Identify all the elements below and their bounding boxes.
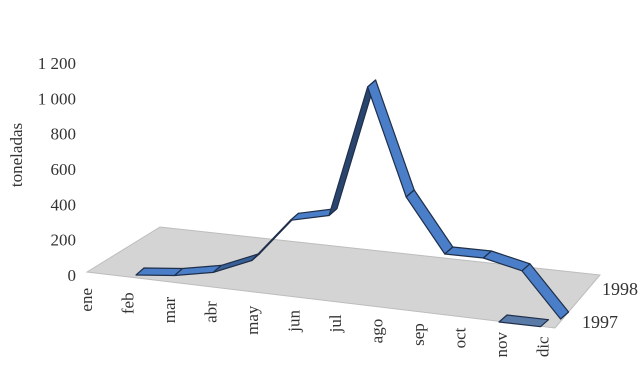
x-tick-label-abr: abr	[202, 301, 221, 323]
y-tick-label: 1 000	[38, 89, 76, 108]
y-tick-label: 1 200	[38, 54, 76, 73]
series-label-1998: 1998	[602, 279, 638, 299]
ribbon-segment	[498, 314, 550, 328]
series-1998-ribbon	[135, 79, 570, 320]
x-tick-label-ene: ene	[77, 288, 96, 312]
y-axis: 0 200 400 600 800 1 000 1 200	[38, 54, 76, 285]
ribbon-segment	[328, 79, 377, 217]
x-tick-label-may: may	[243, 305, 262, 335]
series-label-1997: 1997	[582, 312, 618, 332]
chart-floor	[85, 226, 601, 329]
x-tick-label-dic: dic	[534, 336, 553, 357]
ribbon-segment	[405, 189, 454, 255]
x-tick-label-jul: jul	[326, 314, 345, 333]
y-tick-label: 600	[51, 160, 77, 179]
y-tick-label: 400	[51, 195, 77, 214]
x-tick-label-mar: mar	[160, 296, 179, 323]
y-axis-label: toneladas	[7, 123, 26, 187]
y-tick-label: 0	[68, 266, 77, 285]
x-tick-label-jun: jun	[285, 310, 304, 333]
series-1997-ribbon	[498, 314, 550, 328]
x-tick-label-ago: ago	[368, 319, 387, 344]
x-tick-label-sep: sep	[409, 323, 428, 346]
x-axis: ene feb mar abr may jun jul ago sep oct nov dic	[77, 288, 553, 358]
x-tick-label-nov: nov	[492, 332, 511, 358]
x-tick-label-oct: oct	[451, 327, 470, 348]
y-tick-label: 200	[51, 231, 77, 250]
ribbon-segment	[367, 79, 415, 198]
y-tick-label: 800	[51, 125, 77, 144]
x-tick-label-feb: feb	[119, 292, 138, 314]
ribbon-segment	[521, 263, 570, 320]
